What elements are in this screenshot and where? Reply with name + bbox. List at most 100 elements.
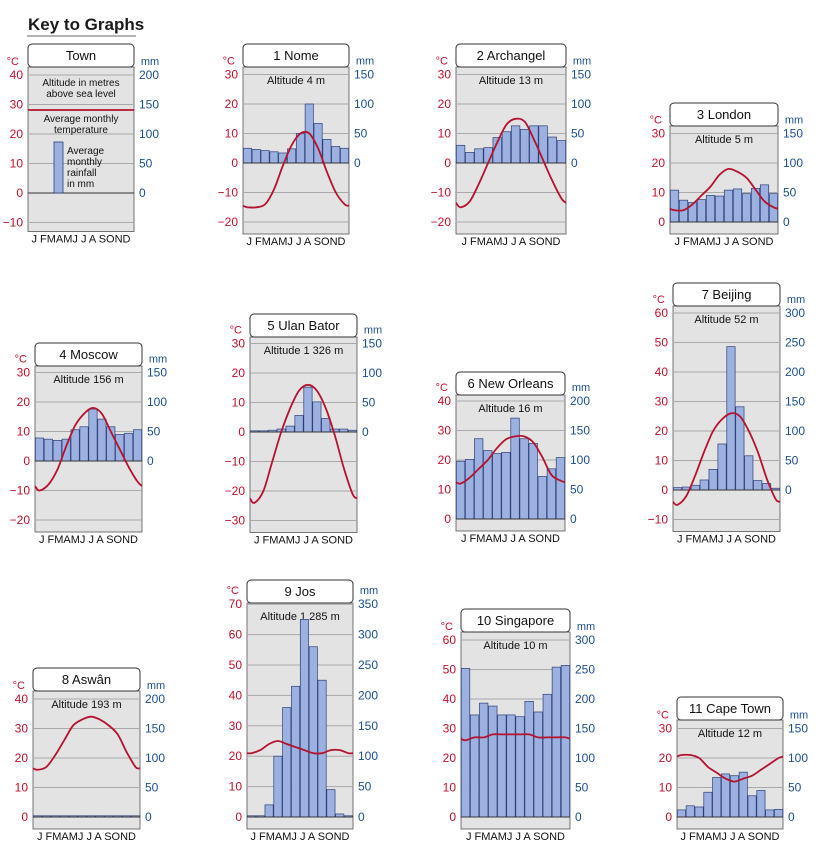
rainfall-bar [308, 646, 318, 818]
rain-tick-label: 0 [354, 156, 361, 170]
temp-unit-label: °C [653, 294, 665, 306]
rain-tick-label: 0 [145, 810, 152, 824]
temp-unit-label: °C [657, 710, 669, 722]
rainfall-bar [455, 460, 466, 520]
temp-tick-label: 0 [23, 454, 30, 468]
temp-tick-label: −10 [225, 455, 246, 469]
rainfall-bar [510, 125, 521, 164]
rainfall-bar [714, 195, 725, 223]
rain-tick-label: 50 [788, 781, 802, 795]
temp-unit-label: °C [227, 585, 239, 597]
rain-tick-label: 350 [358, 597, 378, 611]
altitude-label: Altitude 1 326 m [264, 345, 344, 357]
rainfall-bar [124, 432, 134, 462]
temp-unit-label: °C [441, 621, 453, 633]
temperature-line [672, 412, 781, 506]
temp-tick-label: 40 [229, 688, 243, 702]
chart-title: 5 Ulan Bator [267, 318, 340, 333]
temperature-label-line: temperature [54, 125, 108, 136]
temp-tick-label: −20 [10, 513, 31, 527]
temp-tick-label: 30 [438, 424, 452, 438]
temp-tick-label: 10 [232, 396, 246, 410]
rainfall-bar [551, 666, 561, 818]
temp-tick-label: 60 [655, 306, 669, 320]
rain-tick-label: 50 [575, 781, 589, 795]
rainfall-bar [765, 809, 775, 818]
rainfall-bar [299, 619, 309, 818]
temperature-line [249, 383, 358, 504]
temp-tick-label: 30 [443, 722, 457, 736]
rainfall-bar [747, 795, 757, 818]
rain-tick-label: 100 [570, 453, 590, 467]
title-box [32, 667, 141, 692]
rainfall-bar [501, 131, 512, 164]
temp-unit-label: °C [436, 382, 448, 394]
rainfall-label-line: monthly [67, 157, 102, 168]
altitude-label-line: Altitude in metres [42, 78, 119, 89]
temp-tick-label: 10 [443, 781, 457, 795]
rain-tick-label: 0 [783, 215, 790, 229]
temp-tick-label: 30 [232, 337, 246, 351]
rain-tick-label: 100 [354, 97, 374, 111]
temp-tick-label: 30 [438, 68, 452, 82]
rainfall-bar [52, 440, 62, 462]
temp-tick-label: 40 [655, 365, 669, 379]
temp-tick-label: −10 [10, 484, 31, 498]
temp-tick-label: 20 [655, 424, 669, 438]
chart-title: 6 New Orleans [468, 376, 554, 391]
title-box [460, 608, 571, 633]
rainfall-bar [560, 665, 571, 818]
town-box [27, 43, 135, 68]
temp-tick-label: 10 [659, 781, 673, 795]
rainfall-bar [264, 804, 274, 818]
temperature-label-line: Average monthly [44, 114, 119, 125]
rainfall-bar [533, 711, 543, 818]
temp-tick-label: 30 [15, 722, 29, 736]
rain-tick-label: 100 [139, 127, 159, 141]
rainfall-bar [712, 777, 722, 818]
month-labels: J FMAMJ J A SOND [461, 236, 560, 248]
temp-tick-label: 0 [235, 810, 242, 824]
temp-tick-label: 50 [229, 658, 243, 672]
rainfall-bar [88, 408, 98, 462]
rainfall-bar [291, 685, 301, 818]
temp-tick-label: 0 [231, 156, 238, 170]
temperature-line [455, 117, 567, 209]
rain-tick-label: 0 [571, 156, 578, 170]
rainfall-bar [703, 791, 713, 818]
rain-unit-label: mm [785, 115, 803, 127]
rain-tick-label: 0 [362, 425, 369, 439]
temp-tick-label: 20 [10, 127, 24, 141]
rain-tick-label: 150 [571, 68, 591, 82]
rainfall-bar [79, 426, 89, 462]
rain-tick-label: 100 [147, 395, 167, 409]
temp-tick-label: 60 [229, 628, 243, 642]
temp-tick-label: −10 [218, 186, 239, 200]
rainfall-bar [708, 469, 718, 491]
rainfall-bar [556, 140, 567, 164]
rainfall-bar [519, 438, 529, 520]
rain-tick-label: 300 [358, 628, 378, 642]
rain-tick-label: 100 [788, 751, 808, 765]
temp-tick-label: 20 [15, 751, 29, 765]
rain-tick-label: 50 [570, 483, 584, 497]
rainfall-bar [506, 714, 516, 818]
temp-unit-label: °C [650, 115, 662, 127]
month-labels: J FMAMJ J A SOND [31, 234, 130, 246]
rain-tick-label: 0 [570, 512, 577, 526]
temp-unit-label: °C [230, 325, 242, 337]
town-label: Town [66, 48, 96, 63]
rainfall-bar [726, 346, 736, 491]
rainfall-label-line: in mm [67, 179, 94, 190]
temp-tick-label: 10 [17, 425, 31, 439]
temp-tick-label: 30 [17, 366, 31, 380]
temp-tick-label: 20 [443, 751, 457, 765]
month-labels: J FMAMJ J A SOND [254, 535, 353, 547]
rain-tick-label: 100 [785, 424, 805, 438]
rainfall-bar [537, 476, 547, 520]
